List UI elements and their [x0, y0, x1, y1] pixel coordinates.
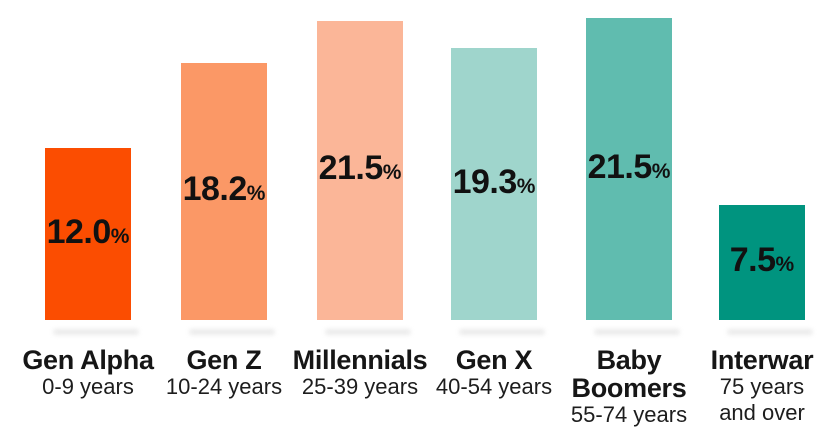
category-label: Gen Alpha 0-9 years [8, 346, 168, 400]
category-label: Millennials 25-39 years [280, 346, 440, 400]
category-name: Baby Boomers [571, 345, 687, 403]
bar-shadow [727, 329, 813, 335]
category-age-range: 75 years and over [719, 374, 805, 425]
bar-millennials: 21.5% [317, 21, 403, 320]
category-label: Baby Boomers 55-74 years [549, 346, 709, 428]
category-age-range: 25-39 years [301, 374, 419, 399]
bar-value-label: 7.5% [730, 243, 794, 282]
bar-value-label: 19.3% [453, 165, 536, 204]
bar-column-baby-boomers: 21.5% Baby Boomers 55-74 years [549, 0, 709, 441]
bar-value-label: 21.5% [319, 151, 402, 190]
category-name: Interwar [710, 345, 814, 375]
bar-column-gen-z: 18.2% Gen Z 10-24 years [144, 0, 304, 441]
category-label: Interwar 75 years and over [682, 346, 832, 426]
category-label: Gen X 40-54 years [414, 346, 574, 400]
percent-sign: % [651, 159, 671, 183]
bar-value-number: 21.5 [587, 147, 653, 186]
category-age-range: 10-24 years [165, 374, 283, 399]
category-age-range: 0-9 years [42, 374, 134, 399]
category-age-range: 40-54 years [435, 374, 553, 399]
bar-value-number: 18.2 [182, 170, 248, 208]
percent-sign: % [775, 253, 795, 276]
bar-gen-alpha: 12.0% [45, 148, 131, 320]
bar-shadow [594, 329, 680, 335]
bar-shadow [325, 329, 411, 335]
bar-column-gen-x: 19.3% Gen X 40-54 years [414, 0, 574, 441]
bar-value-label: 12.0% [47, 215, 130, 254]
percent-sign: % [246, 182, 266, 205]
category-name: Gen X [455, 345, 533, 375]
bar-interwar: 7.5% [719, 205, 805, 320]
bar-baby-boomers: 21.5% [586, 18, 672, 320]
bar-value-label: 21.5% [588, 150, 671, 189]
bar-shadow [189, 329, 275, 335]
bar-column-gen-alpha: 12.0% Gen Alpha 0-9 years [8, 0, 168, 441]
bar-column-millennials: 21.5% Millennials 25-39 years [280, 0, 440, 441]
bar-shadow [53, 329, 139, 335]
percent-sign: % [382, 161, 402, 184]
bar-value-number: 12.0 [46, 212, 112, 251]
category-age-range: 55-74 years [570, 402, 688, 427]
bar-gen-x: 19.3% [451, 48, 537, 320]
bar-shadow [459, 329, 545, 335]
category-name: Gen Z [186, 345, 262, 375]
category-name: Millennials [292, 345, 428, 375]
category-name: Gen Alpha [22, 345, 154, 375]
bar-gen-z: 18.2% [181, 63, 267, 320]
bar-value-number: 7.5 [729, 241, 776, 279]
bar-value-number: 21.5 [318, 149, 384, 187]
bar-value-label: 18.2% [183, 172, 266, 211]
bar-value-number: 19.3 [452, 162, 518, 201]
percent-sign: % [516, 174, 536, 198]
bar-column-interwar: 7.5% Interwar 75 years and over [682, 0, 832, 441]
percent-sign: % [110, 224, 130, 248]
category-label: Gen Z 10-24 years [144, 346, 304, 400]
